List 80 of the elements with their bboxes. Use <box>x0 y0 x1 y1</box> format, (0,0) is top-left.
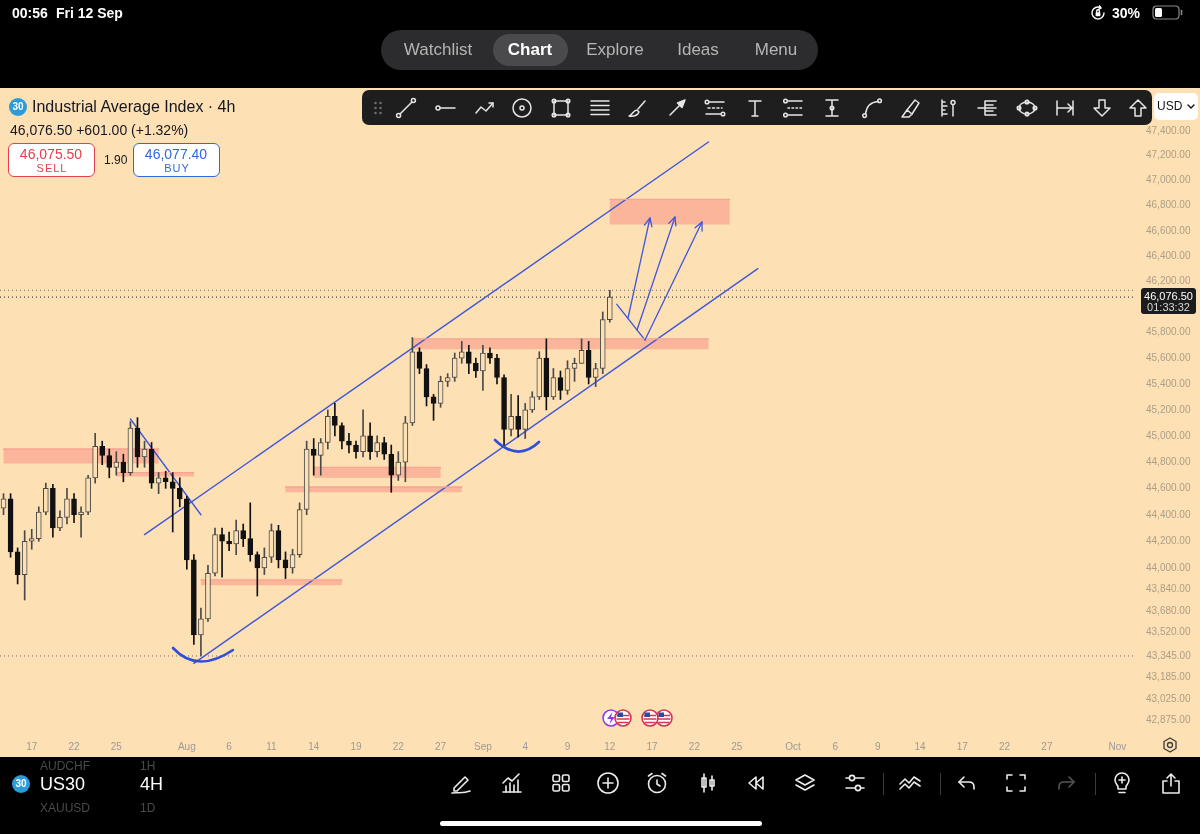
candlestick <box>169 472 176 533</box>
candlestick <box>219 527 225 578</box>
x-tick-label: 25 <box>110 740 123 752</box>
y-tick-label: 45,000.00 <box>1145 429 1191 441</box>
y-tick-label: 44,000.00 <box>1145 561 1191 573</box>
x-tick-label: 12 <box>604 740 616 752</box>
y-tick-label: 45,200.00 <box>1145 403 1191 415</box>
y-tick-label: 46,600.00 <box>1145 224 1191 236</box>
y-tick-label: 47,000.00 <box>1145 174 1191 186</box>
x-tick-label: 4 <box>522 740 529 752</box>
y-tick-label: 44,200.00 <box>1145 535 1191 547</box>
x-tick-label: 14 <box>914 740 926 752</box>
text: 30 <box>9 98 27 116</box>
x-tick-label: 17 <box>646 740 659 752</box>
y-tick-label: 43,185.00 <box>1145 671 1191 683</box>
annotation: 46,077.40 <box>144 146 208 162</box>
y-tick-label: 43,520.00 <box>1145 626 1191 638</box>
y-tick-label: 44,400.00 <box>1145 508 1191 520</box>
x-tick-label: 27 <box>1041 740 1053 752</box>
y-tick-label: 45,800.00 <box>1145 326 1191 338</box>
text: 00:56 <box>12 5 48 21</box>
text: Menu <box>754 40 798 60</box>
y-tick-label: 46,400.00 <box>1145 249 1191 261</box>
x-tick-label: 9 <box>564 740 571 752</box>
y-tick-label: 47,200.00 <box>1145 149 1191 161</box>
annotation: 46,075.50 <box>19 146 83 162</box>
candlestick <box>28 528 35 550</box>
x-tick-label: 14 <box>308 740 320 752</box>
y-tick-label: 47,400.00 <box>1145 124 1191 136</box>
chart-title: Industrial Average Index · 4h <box>32 98 236 116</box>
x-tick-label: 27 <box>435 740 447 752</box>
text: XAUUSD <box>40 801 91 815</box>
x-tick-label: 6 <box>226 740 233 752</box>
text: 1D <box>140 801 156 815</box>
ref-line-label: 43,345.00 <box>1146 649 1192 661</box>
x-tick-label: Sep <box>474 740 493 752</box>
y-tick-label: 45,600.00 <box>1145 351 1191 363</box>
candlestick <box>113 451 120 476</box>
y-tick-label: 46,800.00 <box>1145 199 1191 211</box>
text: US30 <box>40 774 86 795</box>
x-tick-label: 9 <box>874 740 881 752</box>
annotation: BUY <box>164 162 190 175</box>
y-tick-label: 44,600.00 <box>1145 482 1191 494</box>
x-tick-label: 17 <box>956 740 969 752</box>
text: Fri 12 Sep <box>56 5 123 21</box>
y-tick-label: 43,025.00 <box>1145 693 1191 705</box>
text: 4H <box>140 774 164 795</box>
text: Chart <box>507 40 553 60</box>
x-tick-label: 25 <box>731 740 743 752</box>
y-tick-label: 43,680.00 <box>1145 604 1191 616</box>
x-tick-label: 22 <box>999 740 1011 752</box>
x-tick-label: 19 <box>350 740 363 752</box>
text: Watchlist <box>403 40 473 60</box>
text: Ideas <box>677 40 719 60</box>
y-tick-label: 44,800.00 <box>1145 455 1191 467</box>
x-tick-label: Oct <box>785 740 802 752</box>
y-tick-label: 43,840.00 <box>1145 583 1191 595</box>
text: 1H <box>140 759 156 773</box>
x-tick-label: 22 <box>392 740 405 752</box>
x-tick-label: 22 <box>688 740 701 752</box>
x-tick-label: 22 <box>68 740 81 752</box>
annotation: 1.90 <box>104 153 128 167</box>
y-tick-label: 45,400.00 <box>1145 377 1191 389</box>
ref-line-label: 46,076.50 <box>1144 290 1193 303</box>
x-tick-label: 11 <box>266 740 278 752</box>
candlestick <box>310 438 317 476</box>
annotation: SELL <box>36 162 68 175</box>
text: Explore <box>586 40 644 60</box>
x-tick-label: 6 <box>832 740 839 752</box>
text: 30% <box>1112 5 1141 21</box>
x-tick-label: 17 <box>26 740 38 752</box>
chart-subtitle: 46,076.50 +601.00 (+1.32%) <box>10 122 189 138</box>
text: 30 <box>12 775 30 793</box>
text: USD <box>1157 99 1183 113</box>
x-tick-label: Nov <box>1108 740 1127 752</box>
y-tick-label: 42,875.00 <box>1145 713 1191 725</box>
y-tick-label: 46,200.00 <box>1145 275 1191 287</box>
x-tick-label: Aug <box>177 740 196 752</box>
text: 01:33:32 <box>1147 301 1190 314</box>
text: AUDCHF <box>40 759 90 773</box>
